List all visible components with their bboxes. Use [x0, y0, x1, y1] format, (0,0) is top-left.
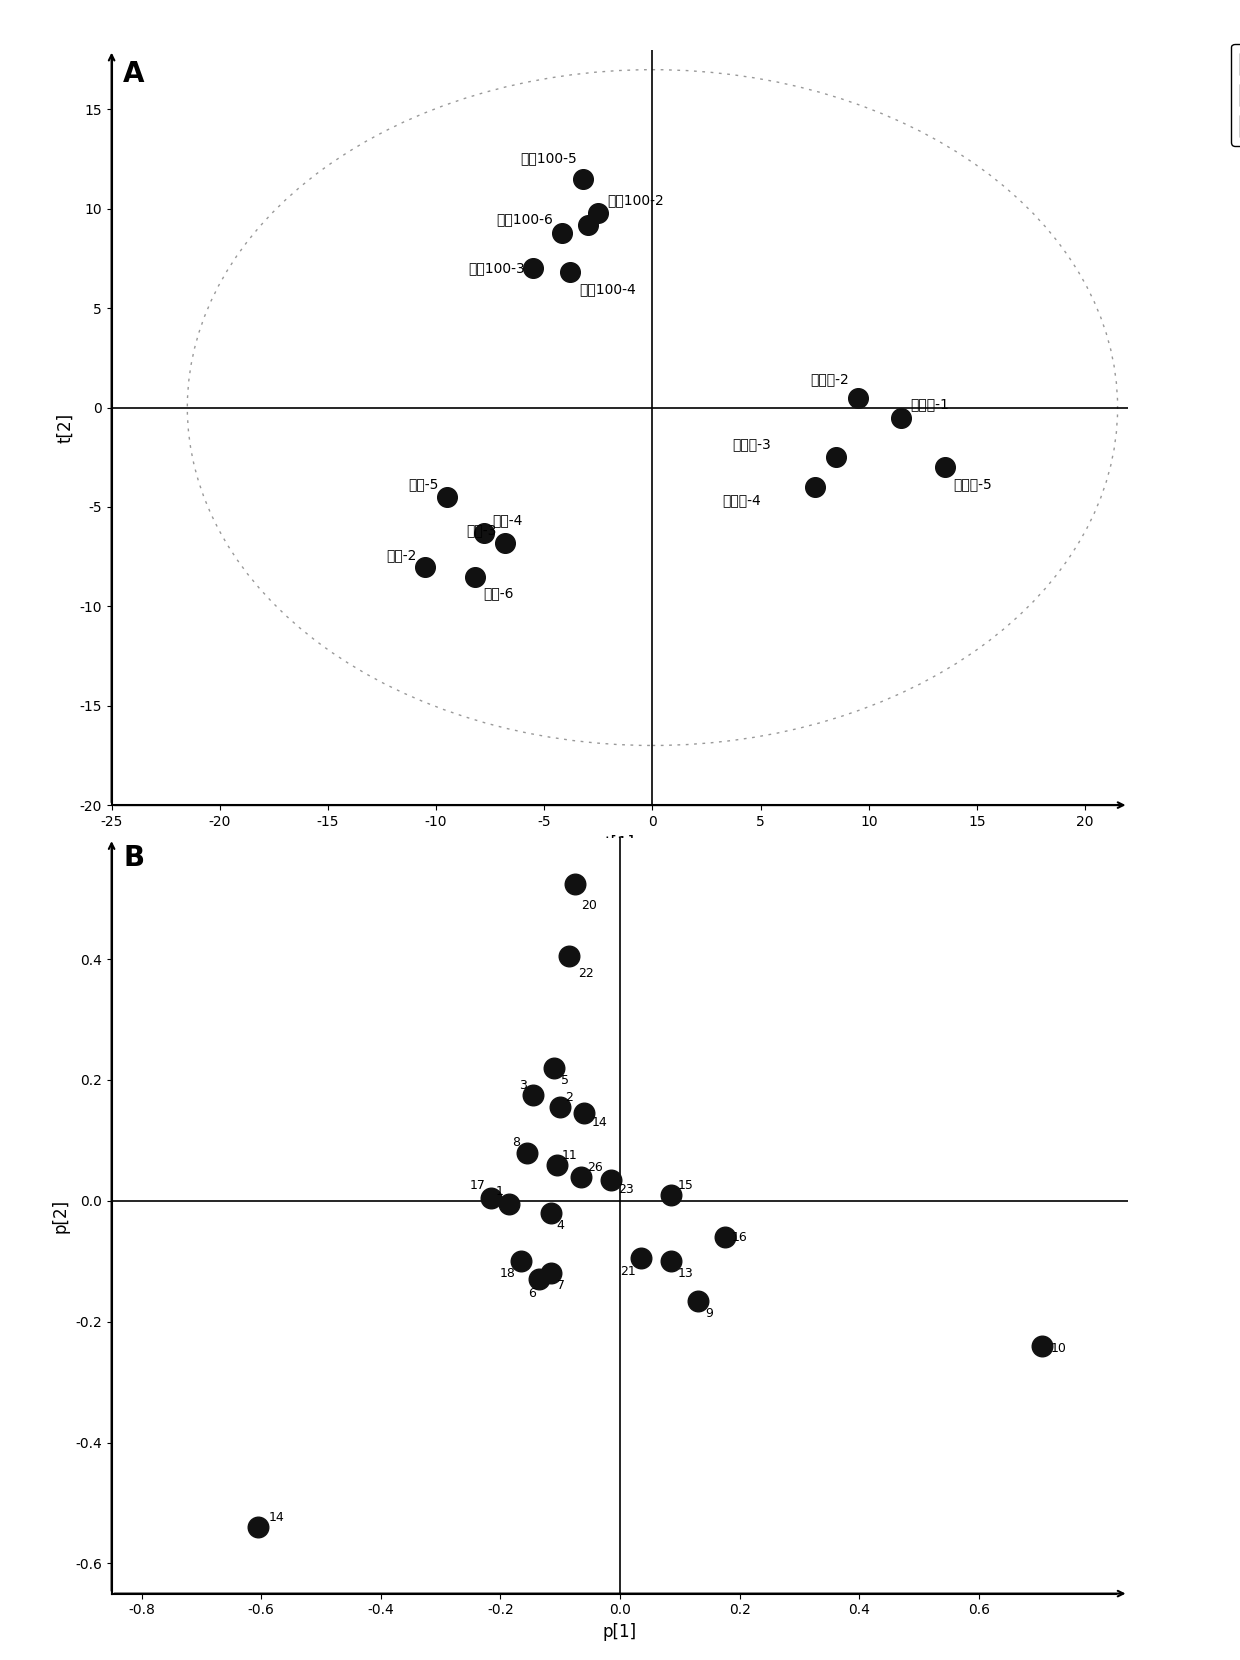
- Text: 玫瑞香-2: 玫瑞香-2: [811, 372, 849, 385]
- Text: 1: 1: [496, 1185, 503, 1199]
- Point: [935, 453, 955, 480]
- Text: 中烟100-4: 中烟100-4: [579, 282, 636, 297]
- Point: [661, 1248, 681, 1275]
- Text: A: A: [123, 60, 144, 88]
- Point: [805, 473, 825, 500]
- Point: [542, 1200, 562, 1227]
- Text: B: B: [124, 845, 145, 873]
- Point: [560, 259, 580, 286]
- Point: [436, 483, 456, 510]
- Text: 中烟100-2: 中烟100-2: [608, 193, 663, 208]
- X-axis label: t[1]: t[1]: [605, 835, 635, 852]
- Text: 14: 14: [269, 1511, 285, 1524]
- Text: 玫瑞香-3: 玫瑞香-3: [733, 437, 771, 452]
- Text: 26: 26: [587, 1160, 603, 1174]
- Text: 柠檬-5: 柠檬-5: [408, 476, 438, 491]
- Text: 中烟100-5: 中烟100-5: [520, 151, 577, 164]
- Text: 中烟100-3: 中烟100-3: [467, 261, 525, 276]
- Point: [589, 199, 609, 226]
- Y-axis label: t[2]: t[2]: [56, 412, 74, 443]
- Text: 柠檬-2: 柠檬-2: [387, 548, 417, 563]
- Text: 14: 14: [591, 1116, 608, 1129]
- Legend: 1, 2, 3: 1, 2, 3: [1231, 43, 1240, 146]
- Point: [559, 943, 579, 969]
- Text: 柠檬-3: 柠檬-3: [466, 523, 497, 536]
- Point: [892, 405, 911, 432]
- Point: [573, 166, 593, 193]
- Text: 22: 22: [578, 968, 594, 979]
- Point: [481, 1185, 501, 1212]
- Text: 13: 13: [678, 1267, 693, 1280]
- Point: [511, 1248, 531, 1275]
- Point: [552, 219, 572, 246]
- Text: 4: 4: [556, 1218, 564, 1232]
- Text: 6: 6: [528, 1286, 536, 1300]
- Text: 柠檬-4: 柠檬-4: [492, 513, 523, 526]
- Text: 玫瑞香-5: 玫瑞香-5: [954, 476, 992, 491]
- Point: [601, 1167, 621, 1194]
- Point: [500, 1190, 520, 1217]
- Text: 玫瑞香-1: 玫瑞香-1: [910, 397, 949, 412]
- Text: 21: 21: [620, 1265, 636, 1278]
- Point: [496, 530, 516, 556]
- Text: 7: 7: [557, 1280, 565, 1293]
- Point: [661, 1182, 681, 1208]
- Point: [848, 385, 868, 412]
- Point: [523, 256, 543, 282]
- Point: [542, 1260, 562, 1286]
- Point: [578, 211, 598, 237]
- Text: 11: 11: [562, 1149, 578, 1162]
- Text: 9: 9: [704, 1306, 713, 1320]
- Text: 15: 15: [678, 1179, 694, 1192]
- Point: [474, 520, 494, 546]
- Point: [631, 1245, 651, 1272]
- Text: 16: 16: [732, 1230, 748, 1243]
- Point: [688, 1286, 708, 1313]
- Point: [248, 1514, 268, 1540]
- Point: [529, 1267, 549, 1293]
- Point: [465, 563, 485, 589]
- Text: 23: 23: [619, 1182, 634, 1195]
- Text: 中烟100-6: 中烟100-6: [496, 212, 553, 227]
- Y-axis label: p[2]: p[2]: [51, 1199, 69, 1233]
- Text: 20: 20: [582, 898, 596, 911]
- Point: [523, 1082, 543, 1109]
- Text: 10: 10: [1050, 1343, 1066, 1355]
- Point: [517, 1139, 537, 1165]
- Text: 柠檬-6: 柠檬-6: [484, 586, 515, 601]
- Point: [544, 1054, 564, 1081]
- Point: [572, 1164, 591, 1190]
- Text: 玫瑞香-4: 玫瑞香-4: [722, 493, 760, 506]
- Point: [415, 553, 435, 579]
- Point: [714, 1223, 734, 1250]
- Point: [565, 870, 585, 896]
- Text: 8: 8: [512, 1137, 520, 1149]
- Point: [1032, 1333, 1052, 1360]
- Text: 5: 5: [562, 1074, 569, 1087]
- Text: 2: 2: [565, 1091, 573, 1104]
- Text: 17: 17: [470, 1179, 485, 1192]
- X-axis label: p[1]: p[1]: [603, 1623, 637, 1640]
- Point: [547, 1152, 567, 1179]
- Point: [551, 1094, 570, 1120]
- Text: 3: 3: [520, 1079, 527, 1092]
- Text: 18: 18: [500, 1267, 516, 1280]
- Point: [826, 443, 846, 470]
- Point: [574, 1101, 594, 1127]
